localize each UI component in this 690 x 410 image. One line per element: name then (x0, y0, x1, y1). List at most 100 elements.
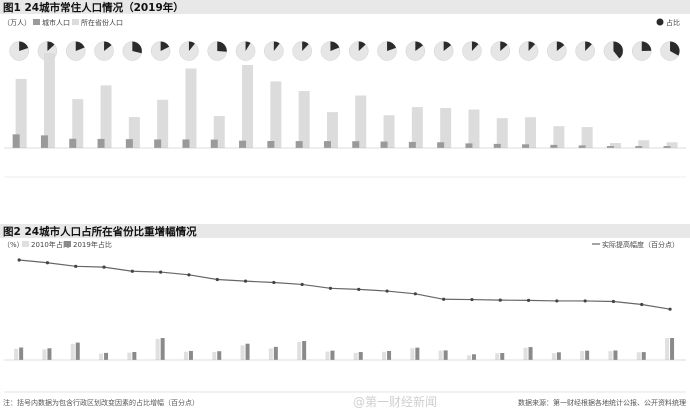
bar-2010 (325, 351, 330, 360)
bar-2019 (47, 348, 52, 360)
bar-province (553, 126, 565, 148)
bar-city (182, 139, 190, 148)
bar-2010 (42, 349, 47, 360)
bar-city (125, 139, 133, 148)
increase-point (357, 287, 361, 291)
legend-2010-label: 2010年占比 (31, 240, 70, 249)
bar-2010 (466, 355, 471, 360)
bar-2010 (382, 351, 387, 360)
bar-province (440, 107, 452, 148)
bar-2019 (613, 350, 618, 360)
legend-swatch-city (33, 19, 40, 25)
bar-province (383, 115, 395, 148)
bar-2010 (665, 338, 670, 360)
bar-province (638, 140, 650, 148)
bar-city (437, 142, 445, 148)
bar-2019 (528, 347, 533, 360)
bar-city (380, 141, 388, 148)
pie-slice (75, 41, 85, 51)
bar-2010 (410, 348, 415, 360)
increase-point (130, 269, 134, 273)
increase-point (300, 282, 304, 287)
bar-city (465, 143, 473, 148)
bar-city (69, 138, 77, 148)
increase-point (526, 298, 531, 302)
fig1-header-bg (0, 0, 690, 14)
bar-city (522, 144, 530, 148)
fig1-chart (4, 41, 686, 178)
bar-2019 (641, 352, 646, 360)
pie-slice (670, 41, 680, 56)
bar-province (242, 64, 254, 148)
bar-2019 (415, 347, 420, 360)
bar-2019 (245, 343, 250, 360)
legend-prov-label: 所在省份人口 (81, 18, 123, 27)
pie-slice (104, 41, 112, 51)
bar-city (550, 144, 558, 148)
bar-city (267, 140, 275, 148)
increase-point (187, 273, 191, 277)
bar-2019 (75, 342, 80, 360)
bar-province (581, 127, 593, 148)
bar-2010 (268, 348, 273, 360)
pie-slice (500, 41, 508, 51)
legend-swatch-2019 (64, 241, 71, 247)
bar-province (270, 81, 282, 148)
bar-province (298, 90, 310, 148)
increase-point (555, 299, 559, 303)
increase-point (243, 279, 248, 283)
bar-2019 (670, 338, 675, 360)
pie-slice (188, 41, 195, 51)
bar-city (210, 139, 218, 148)
bar-2019 (104, 352, 109, 360)
pie-slice (471, 41, 479, 51)
fig1-unit: （万人） (3, 19, 31, 27)
bar-2010 (353, 352, 358, 360)
bar-city (40, 135, 48, 148)
bar-2019 (500, 353, 505, 360)
bar-2010 (636, 352, 641, 360)
bar-province (100, 85, 112, 148)
pie-slice (585, 41, 592, 51)
increase-point (668, 307, 672, 311)
bar-2019 (188, 350, 193, 360)
increase-point (385, 289, 389, 293)
bar-2019 (556, 352, 561, 360)
pie-slice (302, 41, 309, 51)
bar-city (606, 146, 614, 148)
pie-slice (160, 41, 170, 51)
bar-city (578, 145, 586, 148)
watermark: @第一财经新闻 (353, 394, 437, 409)
bar-2019 (302, 341, 307, 360)
pie-slice (132, 41, 142, 54)
fig1-title: 图1 24城市常住人口情况（2019年） (3, 1, 184, 14)
increase-point (413, 292, 417, 296)
increase-point (215, 277, 219, 282)
legend-increase-label: 实际提高幅度（百分点） (602, 240, 679, 249)
pie-slice (641, 41, 652, 51)
increase-point (611, 299, 616, 304)
fig2-legend: （%） 2010年占比 2019年占比 实际提高幅度（百分点） (3, 240, 679, 249)
bar-province (468, 109, 480, 148)
bar-province (157, 99, 169, 148)
legend-share-icon (656, 18, 664, 26)
increase-point (45, 261, 50, 265)
footer-source: 数据来源：第一财经根据各地统计公报、公开资料统理 (518, 398, 686, 407)
legend-swatch-2010 (22, 241, 29, 247)
pie-slice (330, 41, 340, 51)
fig2-unit: （%） (3, 241, 24, 249)
pie-slice (358, 41, 366, 51)
bar-city (97, 138, 105, 148)
legend-share-label: 占比 (666, 18, 680, 27)
bar-province (666, 142, 678, 148)
bar-city (663, 146, 671, 148)
bar-2019 (387, 350, 392, 360)
increase-point (328, 286, 333, 290)
bar-province (185, 68, 197, 148)
bar-2019 (330, 350, 335, 360)
increase-point (74, 264, 78, 268)
increase-point (583, 299, 587, 303)
pie-slice (415, 41, 423, 51)
bar-2010 (155, 338, 160, 360)
bar-city (12, 134, 20, 148)
